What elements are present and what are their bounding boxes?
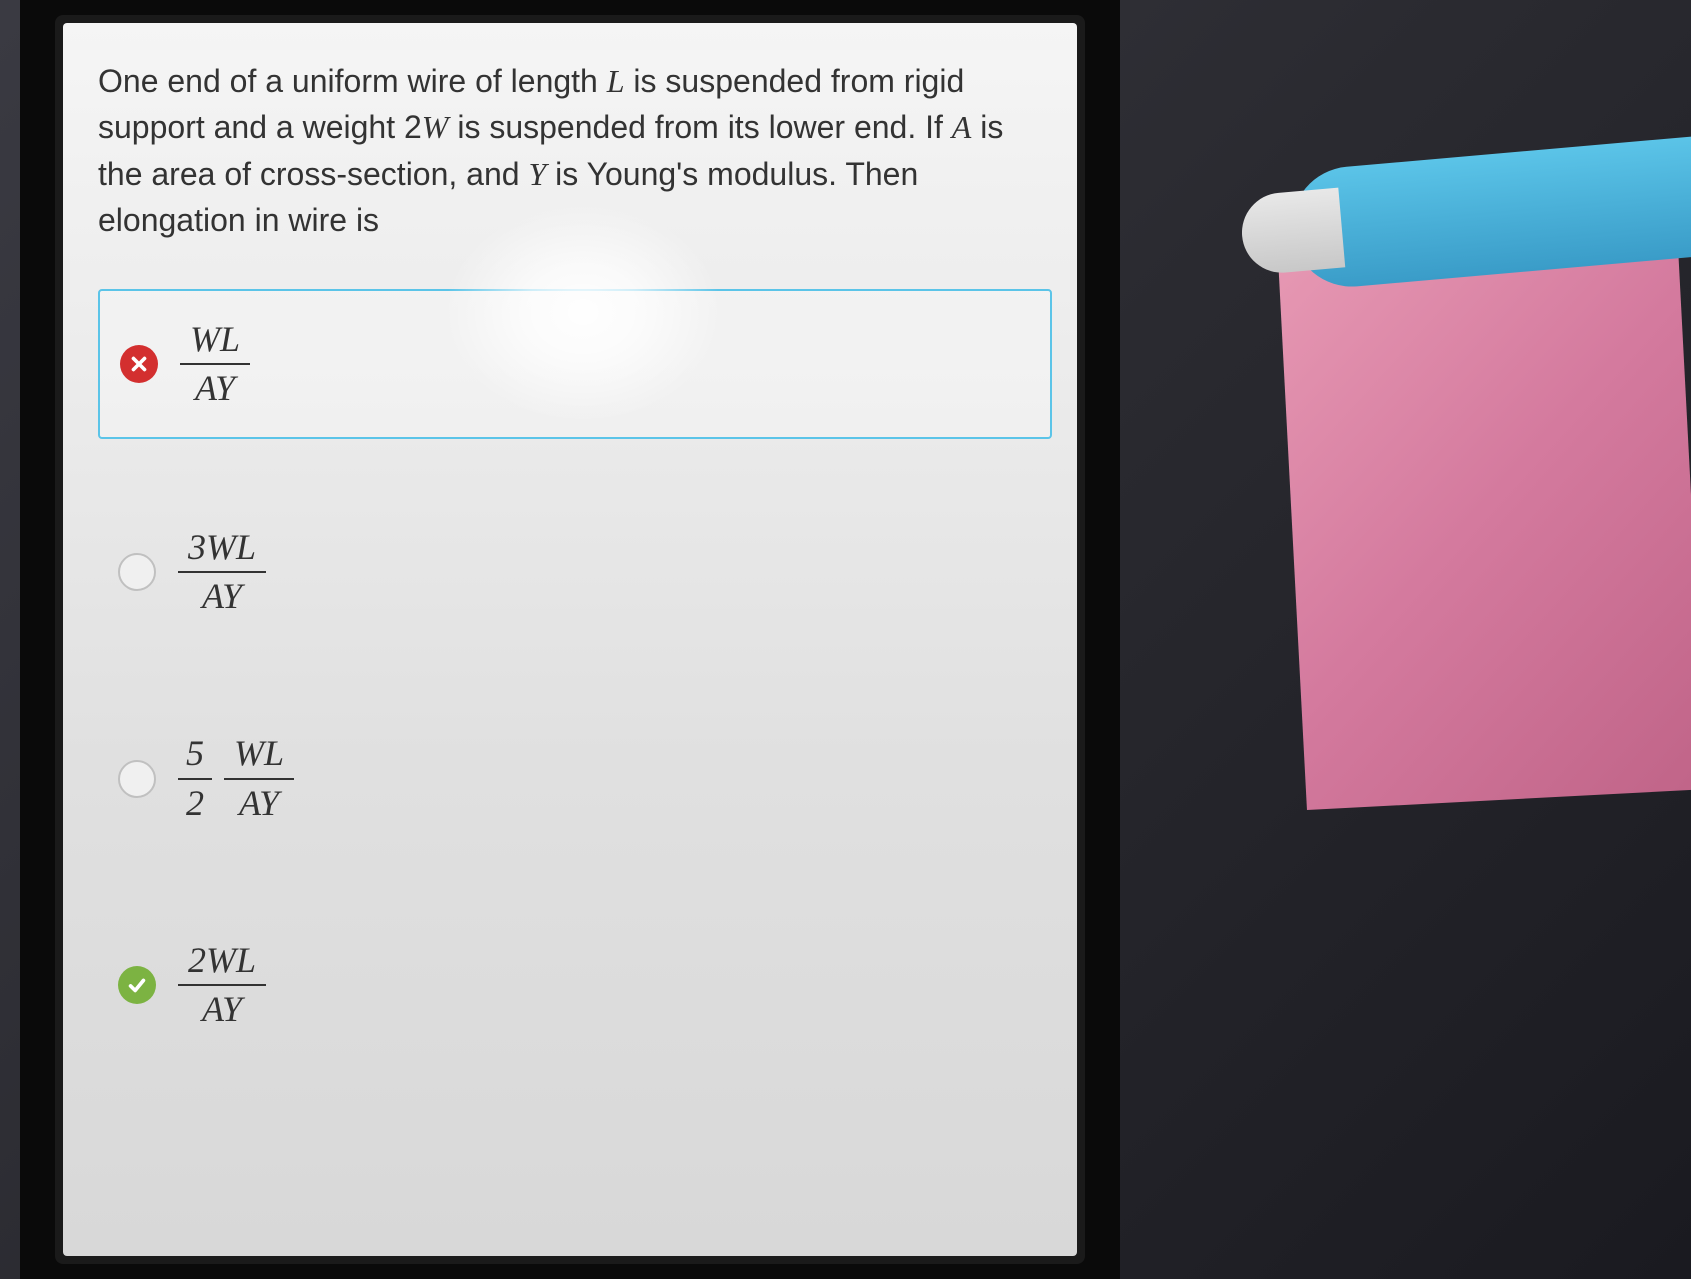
question-var-L: L	[607, 63, 625, 99]
option-c-coeff-den: 2	[178, 780, 212, 827]
question-part-1: One end of a uniform wire of length	[98, 63, 607, 99]
option-a-numerator: WL	[180, 316, 250, 365]
option-b-numerator: 3WL	[178, 524, 266, 573]
phone-frame: One end of a uniform wire of length L is…	[20, 0, 1120, 1279]
option-c-formula: 5 2 WL AY	[178, 730, 294, 826]
option-c[interactable]: 5 2 WL AY	[98, 705, 1052, 851]
option-a-formula: WL AY	[180, 316, 250, 412]
option-b[interactable]: 3WL AY	[98, 499, 1052, 645]
wrong-icon	[120, 345, 158, 383]
options-container: WL AY 3WL AY	[98, 289, 1052, 1059]
question-var-Y: Y	[528, 156, 546, 192]
option-d[interactable]: 2WL AY	[98, 912, 1052, 1058]
option-d-formula: 2WL AY	[178, 937, 266, 1033]
option-d-denominator: AY	[192, 986, 252, 1033]
question-var-W: W	[422, 109, 449, 145]
option-d-numerator: 2WL	[178, 937, 266, 986]
phone-screen: One end of a uniform wire of length L is…	[63, 23, 1077, 1256]
correct-icon	[118, 966, 156, 1004]
phone-inner-frame: One end of a uniform wire of length L is…	[55, 15, 1085, 1264]
option-c-numerator: WL	[224, 730, 294, 779]
radio-empty-icon	[118, 760, 156, 798]
question-var-A: A	[952, 109, 972, 145]
option-c-denominator: AY	[229, 780, 289, 827]
option-c-coeff-num: 5	[178, 730, 212, 779]
option-b-formula: 3WL AY	[178, 524, 266, 620]
question-part-3: is suspended from its lower end. If	[448, 109, 951, 145]
option-a-denominator: AY	[185, 365, 245, 412]
option-a[interactable]: WL AY	[98, 289, 1052, 439]
question-text: One end of a uniform wire of length L is…	[98, 58, 1052, 244]
radio-empty-icon	[118, 553, 156, 591]
option-b-denominator: AY	[192, 573, 252, 620]
